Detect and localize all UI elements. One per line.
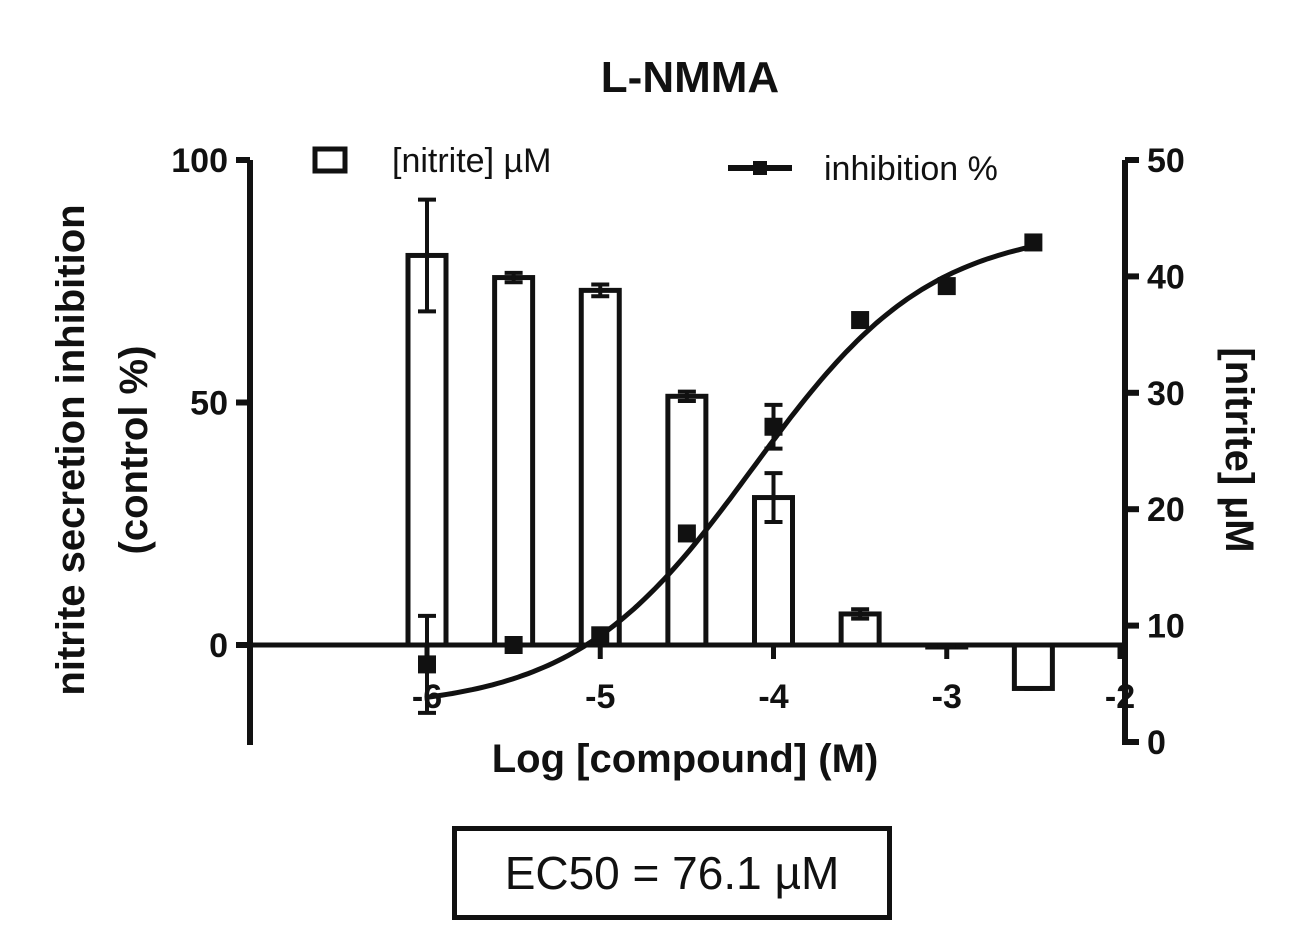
y-right-tick-label: 30 (1147, 375, 1185, 413)
y-axis-left-label-line2: (control %) (112, 346, 156, 555)
y-left-tick-label: 100 (171, 142, 228, 180)
bar (492, 275, 536, 648)
x-tick-label: -4 (758, 678, 788, 716)
legend-line-marker (753, 161, 767, 175)
bar (1011, 642, 1055, 691)
x-axis-label: Log [compound] (M) (492, 737, 879, 781)
legend: [nitrite] µM inhibition % (312, 142, 998, 188)
x-tick-label: -5 (585, 678, 615, 716)
y-right-tick-label: 20 (1147, 491, 1185, 529)
y-left-tick-label: 0 (209, 627, 228, 665)
line-series (418, 233, 1043, 715)
fit-curve-layer (426, 243, 1034, 700)
bar (405, 252, 449, 648)
y-right-tick-label: 10 (1147, 608, 1185, 646)
data-point (1024, 233, 1043, 252)
y-axis-right-label: [nitrite] µM (1217, 347, 1261, 552)
y-right-tick-label: 50 (1147, 142, 1185, 180)
fit-curve (426, 243, 1034, 700)
data-point (418, 655, 436, 674)
y-axis-left-label-line1: nitrite secretion inhibition (49, 204, 93, 695)
x-tick-label: -2 (1105, 678, 1135, 716)
bar (665, 393, 709, 648)
data-point (851, 311, 870, 330)
data-point (764, 417, 783, 436)
bar-series (405, 197, 1055, 691)
y-right-tick-label: 40 (1147, 258, 1185, 296)
y-left-tick-label: 50 (190, 385, 228, 423)
x-tick-label: -6 (412, 678, 442, 716)
ec50-annotation: EC50 = 76.1 µM (452, 826, 892, 920)
data-point (937, 277, 956, 296)
legend-line-label: inhibition % (824, 150, 998, 188)
chart-title: L-NMMA (601, 53, 779, 102)
y-right-tick-label: 0 (1147, 724, 1166, 762)
data-point (591, 626, 610, 645)
x-tick-label: -3 (932, 678, 962, 716)
bar (578, 287, 622, 648)
data-point (504, 636, 523, 654)
tick-labels: 0 50 100 0 10 20 30 40 50 -6 -5 -4 -3 -2 (171, 142, 1185, 762)
data-point (677, 524, 696, 543)
legend-bar-swatch (312, 146, 348, 174)
legend-bar-label: [nitrite] µM (392, 142, 551, 180)
